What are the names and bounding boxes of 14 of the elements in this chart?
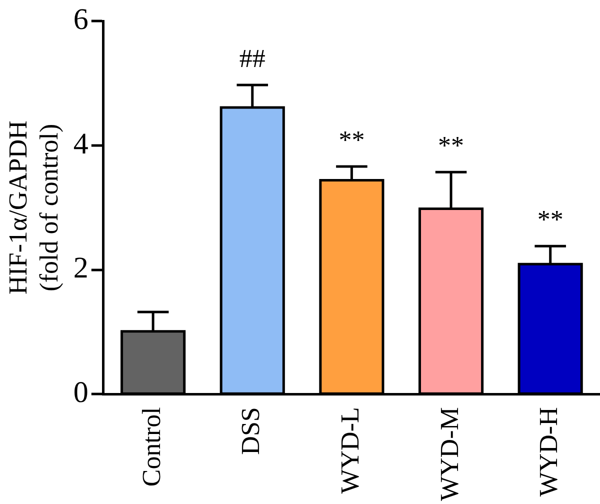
x-tick-label: DSS [236,407,266,455]
y-tick-label: 2 [73,252,88,285]
y-axis-title: HIF-1α/GAPDH (fold of control) [3,120,64,295]
data-label: ** [338,125,365,154]
x-tick-label: WYD-L [336,407,365,494]
y-tick-label: 0 [73,376,88,410]
x-tick-label: WYD-M [434,407,464,502]
x-tick-label: WYD-H [534,406,564,497]
data-label: ** [438,130,464,160]
y-tick-label: 4 [73,127,88,160]
data-label: ** [537,204,564,234]
x-tick-label: Control [136,407,166,487]
data-label: ## [239,44,266,73]
y-tick-label: 6 [73,2,88,36]
